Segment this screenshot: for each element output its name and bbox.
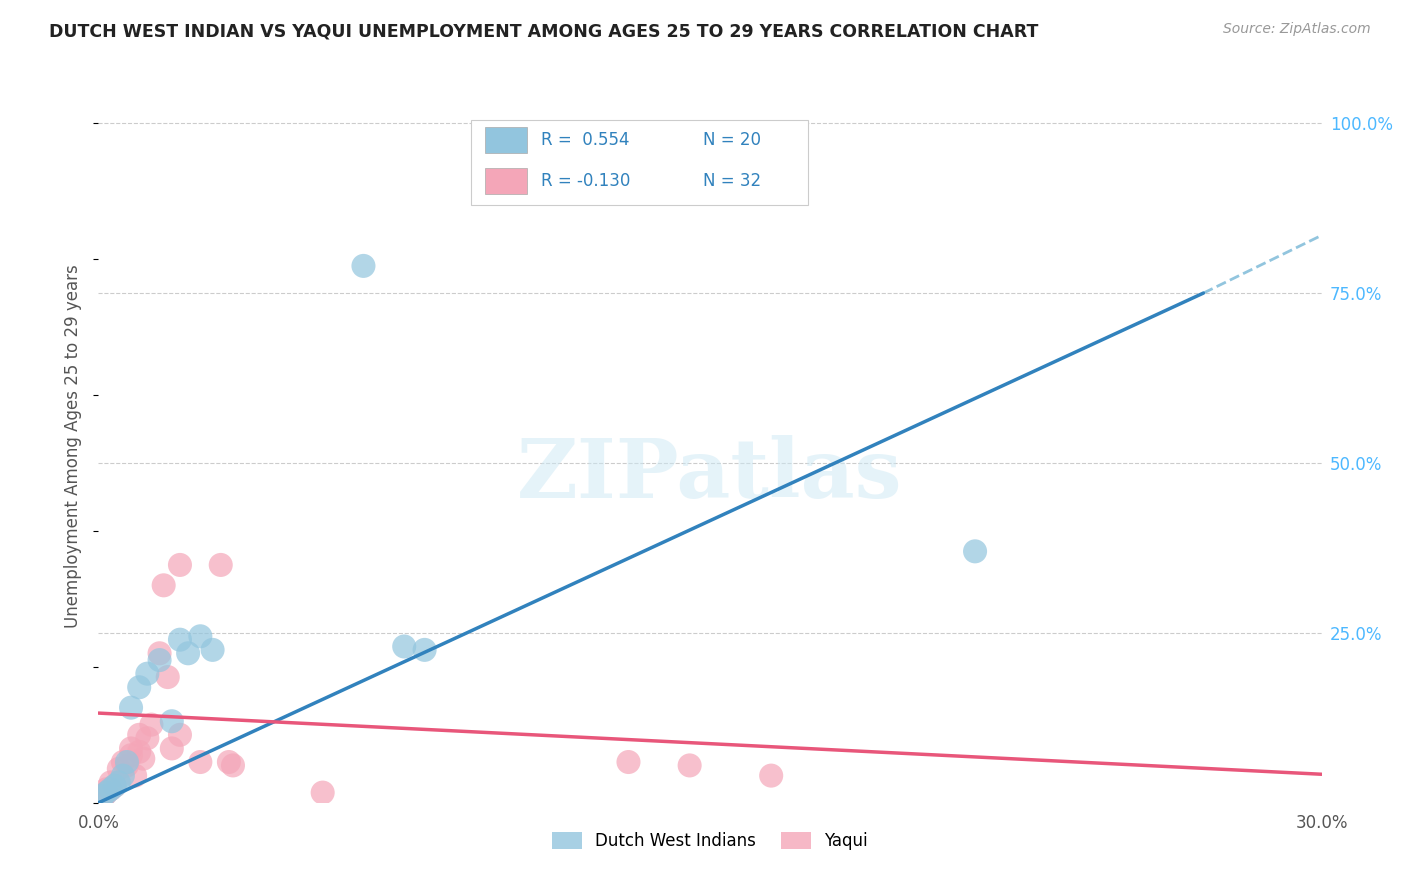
Point bbox=[617, 755, 640, 769]
Point bbox=[120, 748, 142, 763]
Point bbox=[104, 779, 127, 793]
Point bbox=[96, 782, 118, 797]
Point bbox=[312, 786, 335, 800]
Point bbox=[111, 769, 134, 783]
Point bbox=[100, 775, 122, 789]
Text: DUTCH WEST INDIAN VS YAQUI UNEMPLOYMENT AMONG AGES 25 TO 29 YEARS CORRELATION CH: DUTCH WEST INDIAN VS YAQUI UNEMPLOYMENT … bbox=[49, 22, 1039, 40]
Point bbox=[156, 670, 179, 684]
Point bbox=[120, 700, 142, 714]
Point bbox=[152, 578, 174, 592]
Point bbox=[160, 714, 183, 729]
Point bbox=[115, 755, 138, 769]
Point bbox=[104, 779, 127, 793]
Text: N = 32: N = 32 bbox=[703, 172, 761, 190]
Point bbox=[91, 789, 114, 803]
Point bbox=[201, 643, 224, 657]
Text: R =  0.554: R = 0.554 bbox=[541, 131, 630, 149]
Point bbox=[188, 755, 212, 769]
Point bbox=[128, 680, 150, 694]
Point bbox=[96, 786, 118, 800]
Point bbox=[352, 259, 374, 273]
Point bbox=[91, 792, 114, 806]
Point bbox=[136, 666, 159, 681]
Point bbox=[100, 782, 122, 797]
Text: ZIPatlas: ZIPatlas bbox=[517, 434, 903, 515]
Point bbox=[169, 558, 191, 572]
Point bbox=[188, 629, 212, 643]
Point bbox=[679, 758, 702, 772]
Point bbox=[209, 558, 232, 572]
Point bbox=[222, 758, 245, 772]
Point bbox=[965, 544, 987, 558]
Point bbox=[120, 741, 142, 756]
Point bbox=[169, 728, 191, 742]
Point bbox=[91, 789, 114, 803]
Point bbox=[115, 758, 138, 772]
Point bbox=[96, 786, 118, 800]
Point bbox=[177, 646, 200, 660]
Point bbox=[149, 653, 172, 667]
Point bbox=[111, 755, 134, 769]
Point bbox=[160, 741, 183, 756]
Point bbox=[136, 731, 159, 746]
Text: Source: ZipAtlas.com: Source: ZipAtlas.com bbox=[1223, 22, 1371, 37]
Point bbox=[128, 745, 150, 759]
Point bbox=[218, 755, 240, 769]
Point bbox=[761, 769, 783, 783]
Point bbox=[413, 643, 436, 657]
Point bbox=[108, 775, 131, 789]
Point bbox=[100, 782, 122, 797]
Text: N = 20: N = 20 bbox=[703, 131, 761, 149]
Y-axis label: Unemployment Among Ages 25 to 29 years: Unemployment Among Ages 25 to 29 years bbox=[65, 264, 83, 628]
Point bbox=[128, 728, 150, 742]
Point bbox=[392, 640, 416, 654]
Point bbox=[132, 751, 155, 765]
Legend: Dutch West Indians, Yaqui: Dutch West Indians, Yaqui bbox=[547, 827, 873, 855]
Point bbox=[169, 632, 191, 647]
Point bbox=[108, 762, 131, 776]
Text: R = -0.130: R = -0.130 bbox=[541, 172, 631, 190]
Point bbox=[149, 646, 172, 660]
Point bbox=[124, 769, 146, 783]
Point bbox=[141, 717, 163, 731]
